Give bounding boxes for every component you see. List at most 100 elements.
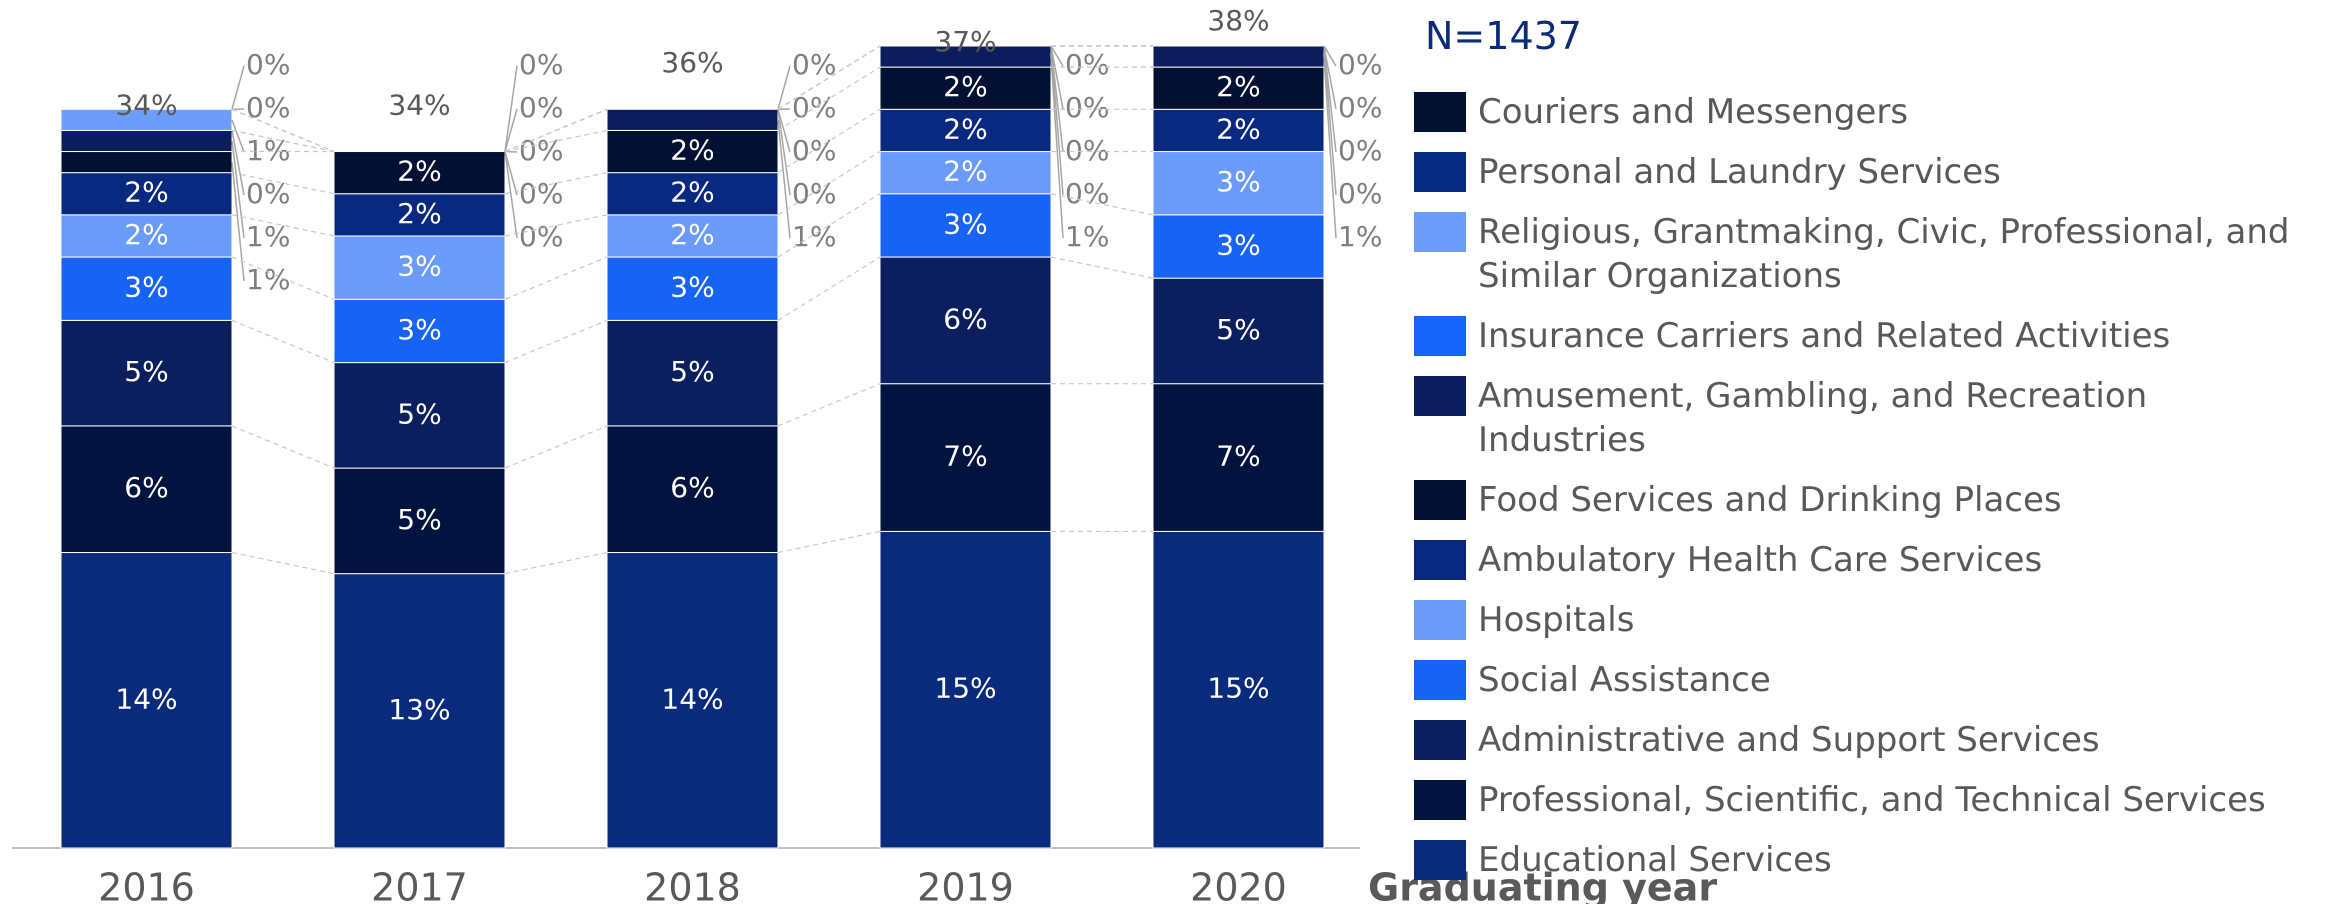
legend-swatch (1414, 376, 1466, 416)
data-label: 5% (397, 397, 441, 430)
data-label: 0% (519, 177, 563, 210)
leader-line (1050, 45, 1064, 196)
data-label: 2% (670, 218, 714, 251)
data-label: 0% (1065, 134, 1109, 167)
data-label: 2% (943, 70, 987, 103)
bar-segment (60, 172, 233, 216)
leader-line (231, 130, 245, 196)
bar-segment (606, 129, 779, 174)
leader-line (1050, 56, 1064, 239)
legend-swatch (1414, 660, 1466, 700)
bar-segment (60, 552, 233, 849)
legend-swatch (1414, 316, 1466, 356)
legend-label: Personal and Laundry Services (1478, 152, 2001, 192)
data-label: 3% (1216, 165, 1260, 198)
data-label: 0% (246, 91, 290, 124)
data-label: 0% (519, 220, 563, 253)
data-label: 14% (661, 682, 723, 715)
leader-line (777, 65, 791, 110)
bar-segment (879, 383, 1052, 532)
leader-line (1323, 45, 1337, 110)
legend-swatch (1414, 720, 1466, 760)
legend-item: Amusement, Gambling, and Recreation Indu… (1414, 374, 2314, 462)
legend-item: Hospitals (1414, 598, 2314, 642)
bar-segment (606, 108, 779, 131)
leader-line (777, 109, 791, 196)
data-label: 13% (388, 693, 450, 726)
connector-line (231, 425, 335, 469)
x-tick-label: 2016 (98, 866, 195, 904)
legend-swatch (1414, 92, 1466, 132)
bar-segment (333, 573, 506, 849)
legend-label: Administrative and Support Services (1478, 720, 2100, 760)
leader-line (504, 65, 518, 152)
legend-item: Educational Services (1414, 838, 2314, 882)
legend-swatch (1414, 600, 1466, 640)
data-label: 2% (124, 218, 168, 251)
total-label: 37% (934, 25, 996, 58)
data-label: 5% (1216, 313, 1260, 346)
data-label: 7% (943, 440, 987, 473)
data-label: 0% (1338, 48, 1382, 81)
bar-segment (606, 425, 779, 554)
leader-line (777, 109, 791, 153)
connector-line (777, 108, 881, 174)
bar-segment (333, 193, 506, 237)
legend-label: Social Assistance (1478, 660, 1771, 700)
bar-segment (1152, 530, 1325, 849)
data-label: 15% (1207, 672, 1269, 705)
legend: Couriers and Messengers Personal and Laun… (1414, 90, 2314, 898)
data-label: 0% (792, 48, 836, 81)
data-label: 2% (124, 176, 168, 209)
connector-line (504, 319, 608, 364)
legend-swatch (1414, 152, 1466, 192)
data-label: 6% (670, 471, 714, 504)
total-label: 36% (661, 46, 723, 79)
data-label: 2% (1216, 70, 1260, 103)
bar-segment (879, 108, 1052, 153)
data-label: 1% (246, 134, 290, 167)
data-label: 0% (792, 177, 836, 210)
x-tick-label: 2020 (1190, 866, 1287, 904)
legend-item: Personal and Laundry Services (1414, 150, 2314, 194)
legend-item: Couriers and Messengers (1414, 90, 2314, 134)
legend-label: Hospitals (1478, 600, 1635, 640)
data-label: 5% (397, 503, 441, 536)
legend-swatch (1414, 480, 1466, 520)
data-label: 6% (943, 302, 987, 335)
data-label: 0% (792, 91, 836, 124)
data-label: 2% (397, 197, 441, 230)
leader-line (231, 65, 245, 110)
legend-label: Educational Services (1478, 840, 1832, 880)
bar-segment (333, 467, 506, 575)
bar-segment (60, 319, 233, 427)
legend-swatch (1414, 540, 1466, 580)
sample-size: N=1437 (1425, 14, 1582, 58)
legend-item: Social Assistance (1414, 658, 2314, 702)
legend-label: Religious, Grantmaking, Civic, Professio… (1478, 212, 2290, 296)
connector-line (777, 256, 881, 321)
legend-item: Religious, Grantmaking, Civic, Professio… (1414, 210, 2314, 298)
leader-line (777, 119, 791, 239)
data-label: 5% (670, 355, 714, 388)
leader-line (504, 108, 518, 152)
data-label: 6% (124, 471, 168, 504)
connector-line (777, 383, 881, 427)
total-label: 34% (388, 88, 450, 121)
bar-segment (879, 66, 1052, 110)
data-label: 0% (519, 91, 563, 124)
connector-line (777, 151, 881, 216)
data-label: 3% (670, 271, 714, 304)
data-label: 2% (397, 155, 441, 188)
leader-line (1323, 56, 1337, 239)
data-label: 0% (792, 134, 836, 167)
legend-label: Insurance Carriers and Related Activitie… (1478, 316, 2171, 356)
data-label: 3% (943, 207, 987, 240)
data-label: 2% (670, 176, 714, 209)
bar-segment (60, 129, 233, 153)
leader-line (1050, 45, 1064, 110)
connector-line (231, 108, 335, 153)
data-label: 0% (519, 134, 563, 167)
legend-label: Ambulatory Health Care Services (1478, 540, 2043, 580)
